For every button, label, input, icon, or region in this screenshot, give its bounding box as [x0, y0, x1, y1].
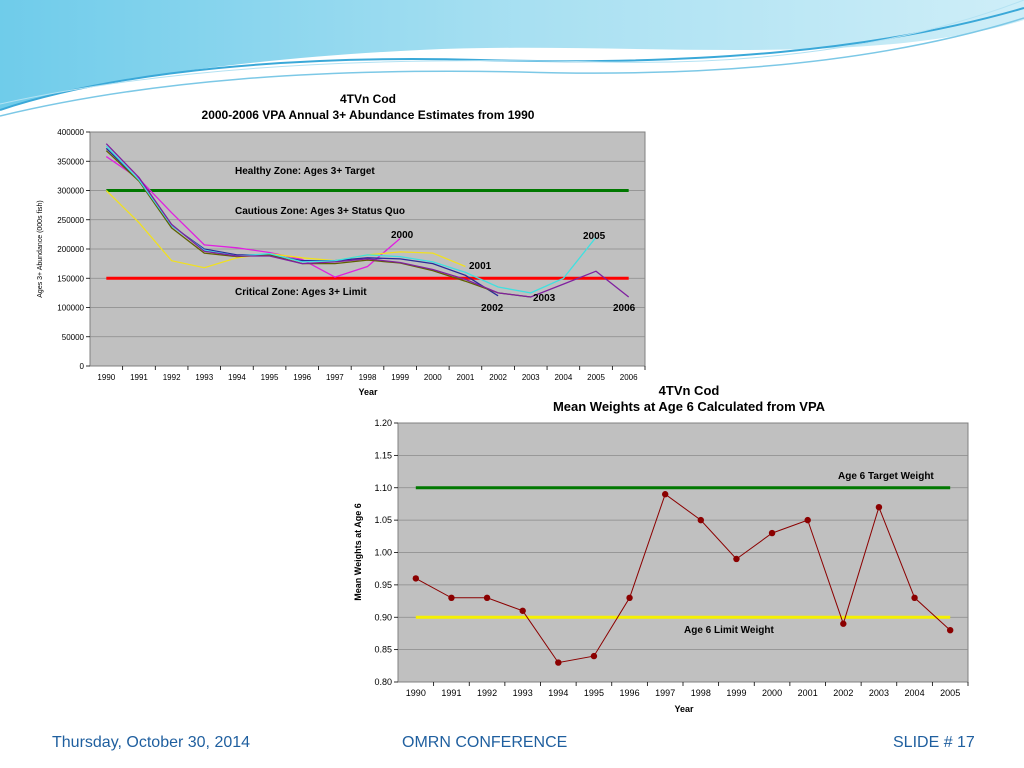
mean-weight-x-axis-label: Year — [674, 704, 694, 714]
x-tick-label: 1996 — [620, 688, 640, 698]
abundance-chart-title: 4TVn Cod — [340, 92, 396, 106]
limit-weight-label: Age 6 Limit Weight — [684, 625, 774, 636]
series-label-2003: 2003 — [533, 293, 556, 304]
x-tick-label: 2003 — [522, 373, 540, 382]
y-tick-label: 1.05 — [374, 515, 392, 525]
x-tick-label: 1996 — [293, 373, 311, 382]
mean-weight-chart: 4TVn Cod Mean Weights at Age 6 Calculate… — [348, 380, 978, 720]
y-tick-label: 1.10 — [374, 483, 392, 493]
x-tick-label: 2000 — [424, 373, 442, 382]
x-tick-label: 2005 — [940, 688, 960, 698]
y-tick-label: 200000 — [57, 245, 84, 254]
x-tick-label: 1990 — [406, 688, 426, 698]
abundance-y-axis-label: Ages 3+ Abundance (000s fish) — [37, 200, 44, 297]
mean-weight-chart-subtitle: Mean Weights at Age 6 Calculated from VP… — [553, 399, 826, 414]
y-tick-label: 350000 — [57, 157, 84, 166]
abundance-chart-svg: 4TVn Cod 2000-2006 VPA Annual 3+ Abundan… — [37, 92, 646, 397]
series-label-2002: 2002 — [481, 303, 504, 314]
x-tick-label: 1998 — [691, 688, 711, 698]
abundance-chart-subtitle: 2000-2006 VPA Annual 3+ Abundance Estima… — [202, 108, 535, 122]
data-point — [768, 529, 776, 537]
data-point — [840, 620, 847, 627]
x-tick-label: 1993 — [195, 373, 213, 382]
x-tick-label: 2001 — [457, 373, 475, 382]
x-tick-label: 1999 — [726, 688, 746, 698]
x-tick-label: 2002 — [489, 373, 507, 382]
x-tick-label: 1992 — [477, 688, 497, 698]
data-point — [519, 607, 526, 614]
data-point — [483, 594, 491, 602]
data-point — [697, 516, 705, 524]
abundance-zone-label-healthy: Healthy Zone: Ages 3+ Target — [235, 166, 375, 177]
mean-weight-y-axis-label: Mean Weights at Age 6 — [353, 503, 363, 601]
series-label-2001: 2001 — [469, 261, 492, 272]
data-point — [555, 659, 562, 666]
data-point — [626, 594, 633, 602]
data-point — [733, 555, 740, 563]
y-tick-label: 50000 — [62, 333, 85, 342]
series-line — [415, 493, 951, 664]
series-line — [105, 190, 466, 269]
x-tick-label: 2002 — [833, 688, 853, 698]
y-tick-label: 0.80 — [374, 677, 392, 687]
x-tick-label: 2004 — [905, 688, 925, 698]
x-tick-label: 2006 — [620, 373, 638, 382]
footer-date: Thursday, October 30, 2014 — [52, 734, 251, 751]
data-point — [875, 503, 883, 511]
x-tick-label: 1997 — [326, 373, 344, 382]
series-label-2006: 2006 — [613, 303, 636, 314]
x-tick-label: 2004 — [554, 373, 572, 382]
y-tick-label: 1.15 — [374, 450, 392, 460]
series-line — [105, 150, 531, 298]
data-point — [911, 594, 918, 602]
data-point — [661, 491, 669, 498]
series-label-2000: 2000 — [391, 230, 414, 241]
y-tick-label: 150000 — [57, 274, 84, 283]
footer-slide-number: SLIDE # 17 — [893, 734, 975, 751]
mean-weight-chart-svg: 4TVn Cod Mean Weights at Age 6 Calculate… — [353, 383, 969, 714]
x-tick-label: 1993 — [513, 688, 533, 698]
data-point — [412, 575, 420, 582]
y-tick-label: 0.85 — [374, 645, 392, 655]
x-tick-label: 1990 — [97, 373, 115, 382]
series-line — [105, 143, 630, 298]
x-tick-label: 2005 — [587, 373, 605, 382]
x-tick-label: 1995 — [584, 688, 604, 698]
x-tick-label: 1991 — [130, 373, 148, 382]
data-point — [804, 516, 811, 524]
abundance-zone-label-cautious: Cautious Zone: Ages 3+ Status Quo — [235, 206, 405, 217]
y-tick-label: 100000 — [57, 304, 84, 313]
y-tick-label: 1.20 — [374, 418, 392, 428]
x-tick-label: 1997 — [655, 688, 675, 698]
y-tick-label: 0 — [80, 362, 85, 371]
x-tick-label: 1998 — [359, 373, 377, 382]
x-tick-label: 1999 — [391, 373, 409, 382]
x-tick-label: 1992 — [163, 373, 181, 382]
y-tick-label: 400000 — [57, 128, 84, 137]
data-point — [946, 627, 954, 634]
x-tick-label: 1994 — [548, 688, 568, 698]
footer-conference: OMRN CONFERENCE — [402, 734, 568, 751]
x-tick-label: 2001 — [798, 688, 818, 698]
y-tick-label: 300000 — [57, 187, 84, 196]
y-tick-label: 0.90 — [374, 612, 392, 622]
y-tick-label: 1.00 — [374, 548, 392, 558]
abundance-x-axis-label: Year — [358, 387, 378, 397]
x-tick-label: 1991 — [441, 688, 461, 698]
series-label-2005: 2005 — [583, 231, 606, 242]
data-point — [448, 594, 455, 602]
y-tick-label: 0.95 — [374, 580, 392, 590]
y-tick-label: 250000 — [57, 216, 84, 225]
x-tick-label: 2003 — [869, 688, 889, 698]
x-tick-label: 1995 — [261, 373, 279, 382]
x-tick-label: 1994 — [228, 373, 246, 382]
mean-weight-chart-title: 4TVn Cod — [659, 383, 720, 398]
abundance-zone-label-critical: Critical Zone: Ages 3+ Limit — [235, 287, 367, 298]
abundance-chart: 4TVn Cod 2000-2006 VPA Annual 3+ Abundan… — [33, 88, 648, 400]
x-tick-label: 2000 — [762, 688, 782, 698]
series-line — [105, 156, 401, 278]
data-point — [590, 652, 598, 660]
header-wave-decoration — [0, 0, 1024, 117]
target-weight-label: Age 6 Target Weight — [838, 471, 934, 482]
